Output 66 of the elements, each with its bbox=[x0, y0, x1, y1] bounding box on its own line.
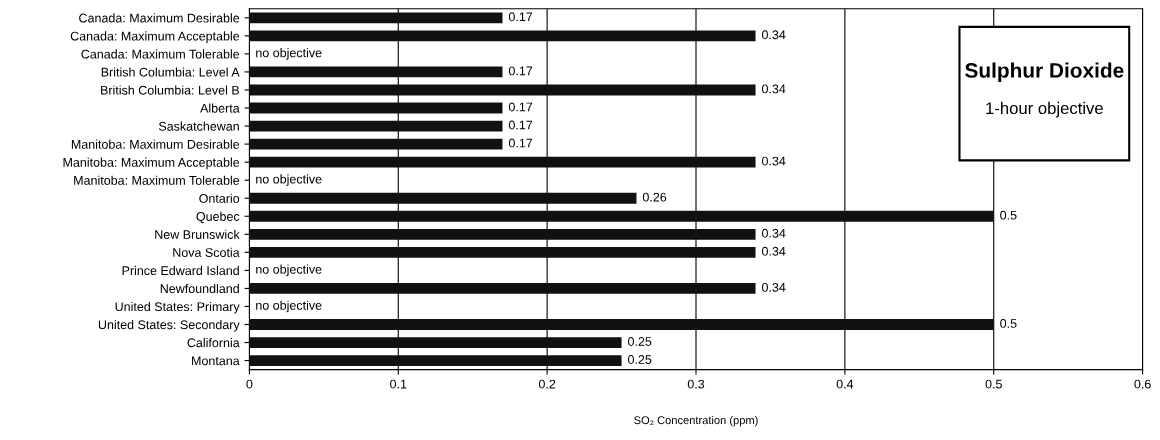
data-label: 0.26 bbox=[642, 192, 667, 202]
bar bbox=[249, 138, 503, 150]
data-label: 0.34 bbox=[761, 156, 786, 166]
x-tick-label: 0.1 bbox=[390, 379, 407, 389]
data-label: 0.25 bbox=[628, 355, 652, 364]
y-tick-label: Montana bbox=[192, 356, 240, 366]
y-tick-label: British Columbia: Level B bbox=[101, 85, 240, 95]
bar bbox=[249, 210, 994, 222]
text: no objective bbox=[256, 264, 322, 277]
bar bbox=[249, 228, 756, 240]
data-label: 0.17 bbox=[508, 120, 533, 130]
data-label: 0.34 bbox=[761, 246, 786, 256]
bar bbox=[249, 337, 622, 348]
bar bbox=[249, 246, 756, 258]
text: 1-hour objective bbox=[986, 101, 1103, 118]
data-label: 0.17 bbox=[508, 66, 533, 76]
y-tick-label: British Columbia: Level A bbox=[101, 67, 240, 77]
data-label: 0.17 bbox=[508, 138, 533, 148]
y-tick-label: Manitoba: Maximum Tolerable bbox=[74, 175, 240, 185]
x-axis-title: SO₂ Concentration (ppm) bbox=[634, 415, 758, 427]
y-tick-label: Canada: Maximum Desirable bbox=[79, 13, 240, 23]
data-label: 0.34 bbox=[761, 84, 786, 94]
bar bbox=[249, 120, 503, 132]
y-tick-label: Canada: Maximum Acceptable bbox=[70, 31, 240, 43]
y-tick-label: Quebec bbox=[196, 211, 240, 224]
y-tick-label: Manitoba: Maximum Acceptable bbox=[63, 157, 240, 170]
y-tick-label: United States: Primary bbox=[115, 301, 240, 314]
data-label: 0.17 bbox=[508, 102, 533, 112]
bar bbox=[249, 156, 756, 168]
y-tick-label: Saskatchewan bbox=[158, 121, 239, 131]
data-label: 0.34 bbox=[761, 228, 786, 238]
x-tick-label: 0.4 bbox=[836, 379, 854, 389]
text: no objective bbox=[256, 48, 322, 60]
x-tick-label: 0 bbox=[246, 379, 253, 389]
text: no objective bbox=[256, 300, 322, 313]
data-label: 0.17 bbox=[508, 12, 533, 22]
x-tick-label: 0.2 bbox=[538, 379, 556, 389]
text: no objective bbox=[256, 174, 322, 187]
bar bbox=[249, 192, 637, 204]
bar bbox=[249, 12, 503, 24]
y-tick-label: New Brunswick bbox=[155, 229, 240, 239]
data-label: 0.34 bbox=[761, 30, 786, 40]
data-label: 0.5 bbox=[1000, 319, 1017, 328]
bar bbox=[249, 84, 756, 96]
bar bbox=[249, 102, 503, 114]
y-tick-label: Newfoundland bbox=[160, 283, 239, 294]
y-tick-label: Alberta bbox=[200, 103, 240, 113]
y-tick-label: United States: Secondary bbox=[98, 319, 240, 332]
data-label: 0.5 bbox=[1000, 210, 1017, 220]
bar bbox=[249, 355, 622, 366]
y-tick-label: Canada: Maximum Tolerable bbox=[81, 49, 240, 59]
y-tick-label: California bbox=[187, 338, 240, 348]
y-tick-label: Ontario bbox=[199, 193, 240, 203]
data-label: 0.25 bbox=[628, 337, 652, 346]
data-label: 0.34 bbox=[761, 282, 786, 292]
bar bbox=[249, 319, 994, 330]
bar bbox=[249, 283, 756, 294]
bar bbox=[249, 66, 503, 78]
y-tick-label: Manitoba: Maximum Desirable bbox=[71, 139, 240, 149]
x-tick-label: 0.6 bbox=[1134, 379, 1151, 389]
y-tick-label: Prince Edward Island bbox=[122, 265, 239, 276]
text: Sulphur Dioxide bbox=[965, 62, 1124, 82]
x-tick-label: 0.5 bbox=[985, 379, 1002, 389]
bar bbox=[249, 30, 756, 42]
y-tick-label: Nova Scotia bbox=[173, 247, 240, 257]
x-tick-label: 0.3 bbox=[687, 379, 705, 389]
